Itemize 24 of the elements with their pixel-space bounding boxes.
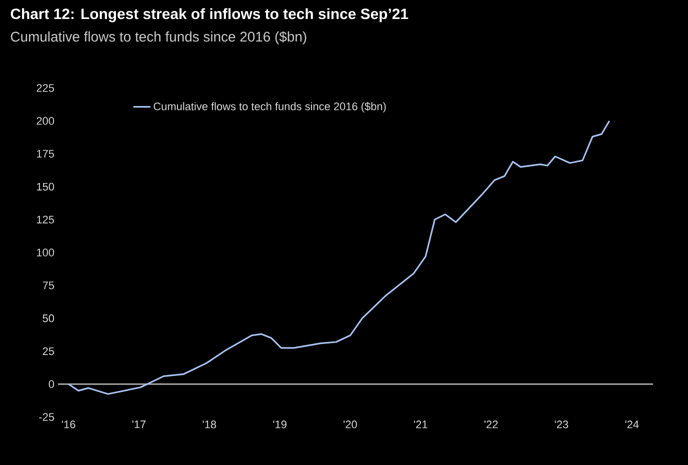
y-tick-label: 0 — [48, 380, 54, 388]
x-tick-label: '22 — [484, 420, 498, 428]
x-tick-label: '23 — [554, 420, 568, 428]
x-tick-label: '21 — [414, 420, 428, 428]
y-tick-label: 100 — [37, 248, 54, 256]
line-series — [68, 120, 610, 395]
x-tick-label: '17 — [132, 420, 146, 428]
y-tick-label: 175 — [37, 150, 54, 158]
y-tick-label: 150 — [37, 182, 54, 191]
y-tick-label: 50 — [42, 314, 54, 322]
y-tick-label: 200 — [36, 117, 54, 125]
chart-subtitle: Cumulative flows to tech funds since 2016 ($bn) — [10, 31, 306, 44]
x-tick-label: '18 — [202, 420, 216, 428]
y-tick-label: -25 — [39, 413, 54, 421]
y-tick-label: 125 — [37, 216, 54, 224]
chart-title: Chart 12: Longest streak of inflows to tech since Sep’21 — [10, 8, 408, 22]
y-tick-label: 75 — [42, 282, 54, 290]
x-tick-label: '20 — [344, 420, 357, 428]
y-tick-label: 225 — [36, 84, 54, 92]
x-tick-label: '24 — [625, 420, 639, 428]
legend-label: Cumulative flows to tech funds since 2016 ($bn) — [154, 102, 386, 112]
x-tick-label: '19 — [273, 420, 286, 428]
x-tick-label: '16 — [62, 420, 76, 428]
y-tick-label: 25 — [42, 347, 54, 356]
